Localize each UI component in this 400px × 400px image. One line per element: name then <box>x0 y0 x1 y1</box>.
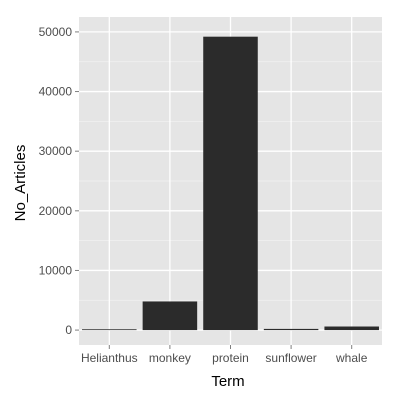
y-tick-label: 50000 <box>39 25 73 39</box>
y-axis-title: No_Articles <box>12 145 29 222</box>
x-tick-label: monkey <box>149 351 191 365</box>
bar-monkey <box>142 301 198 331</box>
y-tick-label: 0 <box>65 323 72 337</box>
y-tick-label: 30000 <box>39 144 73 158</box>
bar-whale <box>324 326 379 331</box>
bar-helianthus <box>82 329 137 331</box>
x-axis-title: Term <box>211 373 244 390</box>
y-tick-label: 20000 <box>39 204 73 218</box>
x-axis: Helianthus monkey protein sunflower whale <box>81 345 368 365</box>
x-tick-label: whale <box>335 351 368 365</box>
bar-protein <box>203 36 258 331</box>
bars <box>82 36 379 331</box>
bar-sunflower <box>263 328 319 331</box>
y-axis: 0 10000 20000 30000 40000 50000 <box>39 25 79 337</box>
y-tick-label: 10000 <box>39 263 73 277</box>
y-tick-label: 40000 <box>39 85 73 99</box>
x-tick-label: sunflower <box>265 351 316 365</box>
x-tick-label: Helianthus <box>81 351 138 365</box>
x-tick-label: protein <box>212 351 249 365</box>
